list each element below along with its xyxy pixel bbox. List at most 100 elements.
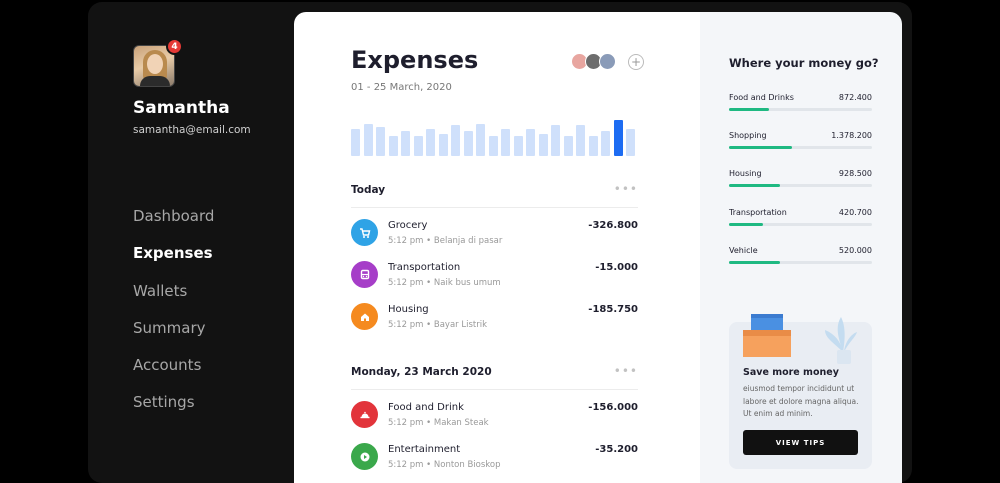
transaction-name: Grocery [388, 220, 428, 231]
transaction-row[interactable]: Grocery 5:12 pm • Belanja di pasar -326.… [351, 217, 638, 251]
nav-item-accounts[interactable]: Accounts [133, 356, 202, 375]
transaction-time: 5:12 pm [388, 320, 424, 330]
category-item[interactable]: Vehicle 520.000 [729, 246, 872, 276]
transaction-note: Belanja di pasar [433, 236, 503, 246]
add-user-button[interactable]: + [628, 54, 644, 70]
transaction-meta: 5:12 pm • Makan Steak [388, 418, 489, 428]
expenses-panel: Expenses 01 - 25 March, 2020 + Today •••… [294, 12, 700, 483]
transaction-meta: 5:12 pm • Belanja di pasar [388, 236, 503, 246]
category-progress [729, 108, 872, 111]
money-breakdown-panel: Where your money go? Food and Drinks 872… [700, 12, 902, 483]
user-avatar-3[interactable] [599, 53, 616, 70]
category-progress [729, 184, 872, 187]
transaction-amount: -15.000 [595, 262, 638, 273]
category-progress [729, 223, 872, 226]
category-name: Transportation [729, 208, 787, 217]
nav-item-wallets[interactable]: Wallets [133, 281, 188, 300]
transaction-row[interactable]: Entertainment 5:12 pm • Nonton Bioskop -… [351, 441, 638, 475]
spending-bar[interactable] [551, 125, 560, 156]
category-progress-fill [729, 223, 764, 226]
category-item[interactable]: Housing 928.500 [729, 169, 872, 199]
nav-item-summary[interactable]: Summary [133, 318, 206, 337]
spending-bar[interactable] [601, 131, 610, 156]
transaction-meta: 5:12 pm • Bayar Listrik [388, 320, 488, 330]
section-header: Today ••• [351, 182, 638, 208]
transaction-time: 5:12 pm [388, 236, 424, 246]
spending-bar[interactable] [438, 134, 448, 156]
spending-bar-chart [351, 120, 645, 156]
transaction-note: Naik bus umum [433, 278, 501, 288]
transaction-row[interactable]: Food and Drink 5:12 pm • Makan Steak -15… [351, 399, 638, 433]
transaction-time: 5:12 pm [388, 278, 424, 288]
spending-bar[interactable] [413, 136, 423, 156]
home-icon [351, 303, 378, 330]
spending-bar[interactable] [376, 127, 385, 156]
spending-bar[interactable] [613, 120, 623, 156]
transaction-row[interactable]: Housing 5:12 pm • Bayar Listrik -185.750 [351, 301, 638, 335]
spending-bar[interactable] [513, 136, 523, 156]
category-name: Food and Drinks [729, 93, 794, 102]
category-progress-fill [729, 146, 792, 149]
transaction-amount: -326.800 [588, 220, 638, 231]
category-amount: 872.400 [838, 93, 872, 102]
transaction-name: Housing [388, 304, 429, 315]
spending-bar[interactable] [488, 136, 498, 156]
category-progress-fill [729, 261, 781, 264]
transaction-time: 5:12 pm [388, 460, 424, 470]
transaction-name: Entertainment [388, 444, 461, 455]
nav-item-settings[interactable]: Settings [133, 393, 195, 412]
spending-bar[interactable] [426, 129, 435, 156]
breakdown-title: Where your money go? [729, 56, 879, 70]
user-email: samantha@email.com [133, 124, 251, 136]
view-tips-button[interactable]: VIEW TIPS [743, 430, 858, 455]
more-icon[interactable]: ••• [613, 364, 638, 378]
spending-bar[interactable] [363, 124, 373, 156]
spending-bar[interactable] [526, 129, 535, 156]
spending-bar[interactable] [588, 136, 598, 156]
date-range[interactable]: 01 - 25 March, 2020 [351, 82, 452, 93]
nav-item-expenses[interactable]: Expenses [133, 244, 213, 263]
boxes-plant-illustration [743, 314, 857, 364]
spending-bar[interactable] [501, 129, 510, 156]
category-item[interactable]: Transportation 420.700 [729, 208, 872, 238]
category-name: Shopping [729, 131, 767, 140]
transaction-meta: 5:12 pm • Naik bus umum [388, 278, 501, 288]
bus-icon [351, 261, 378, 288]
spending-bar[interactable] [476, 124, 485, 156]
spending-bar[interactable] [351, 129, 360, 156]
spending-bar[interactable] [388, 136, 398, 156]
spending-bar[interactable] [538, 134, 548, 156]
transaction-note: Nonton Bioskop [433, 460, 501, 470]
notification-badge[interactable]: 4 [166, 38, 183, 55]
spending-bar[interactable] [401, 131, 410, 156]
spending-bar[interactable] [626, 129, 635, 156]
nav-menu: Dashboard Expenses Wallets Summary Accou… [133, 204, 214, 428]
section-header: Monday, 23 March 2020 ••• [351, 364, 638, 390]
transaction-note: Makan Steak [433, 418, 489, 428]
user-name: Samantha [133, 98, 230, 118]
transaction-amount: -35.200 [595, 444, 638, 455]
nav-item-dashboard[interactable]: Dashboard [133, 207, 215, 225]
transaction-meta: 5:12 pm • Nonton Bioskop [388, 460, 501, 470]
category-progress-fill [729, 108, 770, 111]
category-item[interactable]: Shopping 1.378.200 [729, 131, 872, 161]
section-title: Today [351, 184, 386, 196]
category-amount: 520.000 [838, 246, 872, 255]
category-name: Vehicle [729, 246, 758, 255]
food-icon [351, 401, 378, 428]
category-progress-fill [729, 184, 781, 187]
category-progress [729, 261, 872, 264]
spending-bar[interactable] [576, 125, 585, 156]
category-amount: 420.700 [838, 208, 872, 217]
transaction-name: Food and Drink [388, 402, 464, 413]
more-icon[interactable]: ••• [613, 182, 638, 196]
spending-bar[interactable] [463, 131, 473, 156]
sidebar: 4 Samantha samantha@email.com Dashboard … [88, 2, 294, 483]
transaction-amount: -185.750 [588, 304, 638, 315]
spending-bar[interactable] [451, 125, 460, 156]
transaction-amount: -156.000 [588, 402, 638, 413]
transaction-row[interactable]: Transportation 5:12 pm • Naik bus umum -… [351, 259, 638, 293]
spending-bar[interactable] [563, 136, 573, 156]
category-item[interactable]: Food and Drinks 872.400 [729, 93, 872, 123]
category-name: Housing [729, 169, 762, 178]
